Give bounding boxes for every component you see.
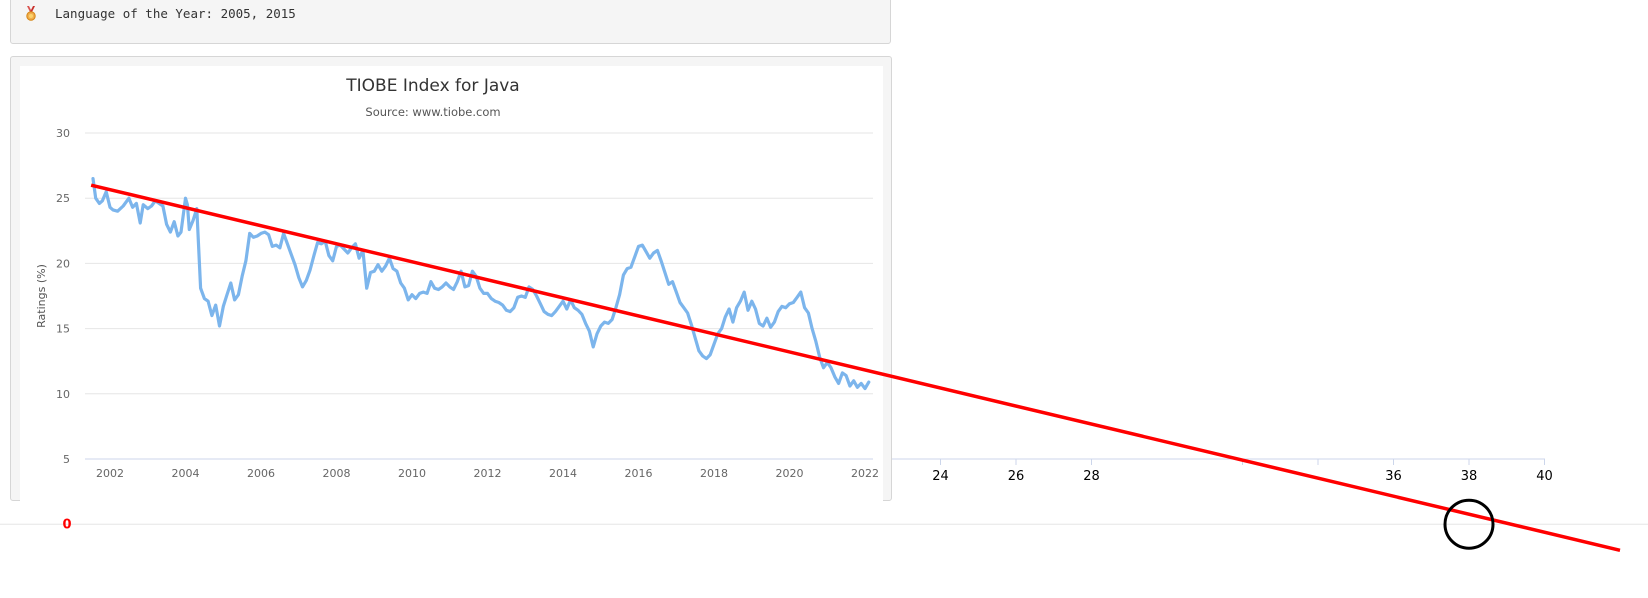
x-axis-ticks: 2002 2004 2006 2008 2010 2012 2014 2016 2018 2020… bbox=[96, 467, 879, 480]
x-tick-label: 2018 bbox=[700, 467, 728, 480]
y-tick-label: 30 bbox=[56, 127, 70, 140]
x-tick-label: 2008 bbox=[323, 467, 351, 480]
series-layer bbox=[91, 177, 871, 391]
grid-lines bbox=[85, 132, 873, 460]
extended-x-tick-label: 38 bbox=[1461, 469, 1478, 484]
extended-axis: 24 26 28 36 38 40 0 bbox=[0, 458, 1648, 533]
x-tick-label: 2022 bbox=[851, 467, 879, 480]
y-tick-label: 20 bbox=[56, 257, 70, 270]
x-tick-label: 2002 bbox=[96, 467, 124, 480]
java-rating-line bbox=[91, 177, 871, 391]
y-tick-label: 5 bbox=[63, 453, 70, 466]
x-tick-label: 2010 bbox=[398, 467, 426, 480]
extended-x-tick-label: 36 bbox=[1385, 469, 1402, 484]
x-tick-label: 2006 bbox=[247, 467, 275, 480]
trend-line bbox=[90, 183, 1621, 552]
trend-layer bbox=[90, 183, 1621, 552]
y-tick-label: 10 bbox=[56, 388, 70, 401]
y-axis-ticks: 5 10 15 20 25 30 bbox=[56, 127, 70, 466]
x-tick-label: 2014 bbox=[549, 467, 577, 480]
y-tick-label: 25 bbox=[56, 192, 70, 205]
extended-x-tick-label: 40 bbox=[1536, 469, 1553, 484]
chart-title: TIOBE Index for Java bbox=[345, 76, 519, 96]
y-tick-label: 15 bbox=[56, 323, 70, 336]
extended-x-tick-label: 28 bbox=[1083, 469, 1100, 484]
x-tick-label: 2012 bbox=[474, 467, 502, 480]
zero-crossing-circle bbox=[1443, 498, 1495, 550]
y-axis-label: Ratings (%) bbox=[35, 264, 48, 328]
chart-panel bbox=[10, 56, 892, 502]
extended-x-tick-label: 24 bbox=[932, 469, 949, 484]
award-text: Language of the Year: 2005, 2015 bbox=[55, 5, 296, 21]
award-box: Language of the Year: 2005, 2015 bbox=[10, 0, 891, 44]
extended-x-tick-label: 26 bbox=[1008, 469, 1025, 484]
chart-subtitle: Source: www.tiobe.com bbox=[365, 105, 500, 119]
award-line: Language of the Year: 2005, 2015 bbox=[23, 5, 296, 21]
chart-background bbox=[20, 66, 883, 502]
x-tick-label: 2004 bbox=[172, 467, 200, 480]
medal-icon bbox=[23, 5, 39, 21]
x-tick-label: 2020 bbox=[776, 467, 804, 480]
x-tick-label: 2016 bbox=[625, 467, 653, 480]
zero-label: 0 bbox=[62, 518, 71, 533]
